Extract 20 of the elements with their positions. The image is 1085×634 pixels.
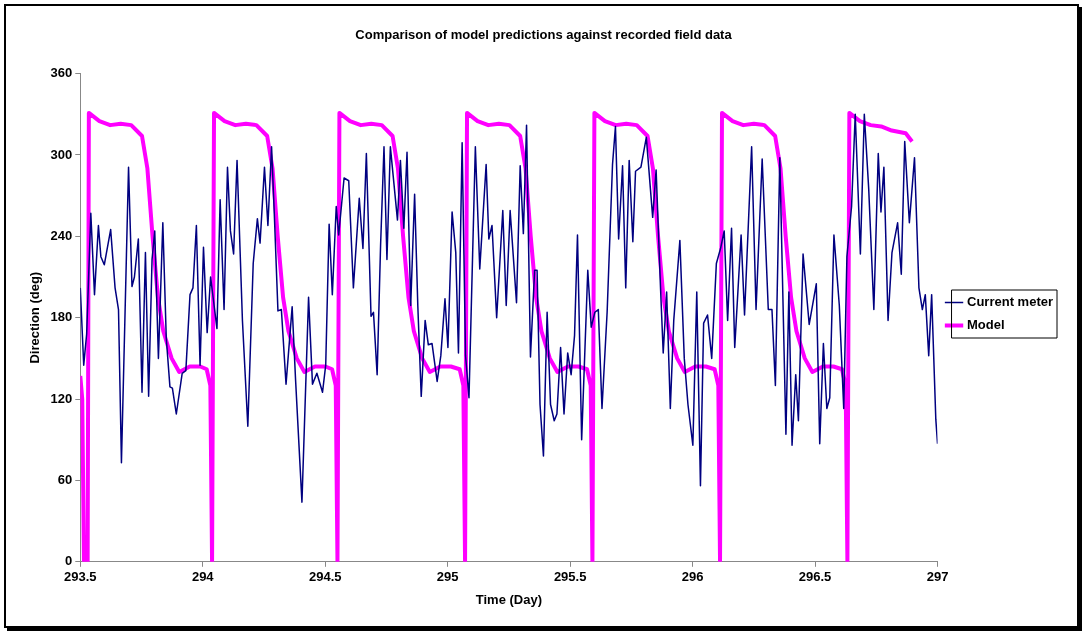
y-tick-label: 0 bbox=[65, 553, 73, 569]
y-tick-label: 120 bbox=[50, 390, 73, 406]
y-tick-label: 300 bbox=[50, 146, 73, 162]
x-tick-label: 293.5 bbox=[64, 569, 97, 585]
y-tick-label: 240 bbox=[50, 227, 73, 243]
chart-title: Comparison of model predictions against recorded field data bbox=[355, 27, 733, 43]
x-tick-label: 294 bbox=[191, 569, 215, 585]
x-tick-label: 294.5 bbox=[308, 569, 342, 585]
y-axis-title: Direction (deg) bbox=[27, 271, 43, 364]
x-tick-label: 297 bbox=[926, 569, 949, 585]
legend-label: Current meter bbox=[967, 294, 1053, 310]
y-tick-label: 60 bbox=[57, 472, 73, 488]
x-axis-title: Time (Day) bbox=[475, 591, 543, 607]
legend-label: Model bbox=[967, 317, 1005, 333]
x-tick-label: 296 bbox=[681, 569, 704, 585]
x-tick-label: 296.5 bbox=[798, 569, 832, 585]
y-tick-label: 360 bbox=[50, 65, 73, 81]
x-tick-label: 295 bbox=[436, 569, 459, 585]
y-tick-label: 180 bbox=[50, 309, 73, 325]
x-tick-label: 295.5 bbox=[553, 569, 587, 585]
